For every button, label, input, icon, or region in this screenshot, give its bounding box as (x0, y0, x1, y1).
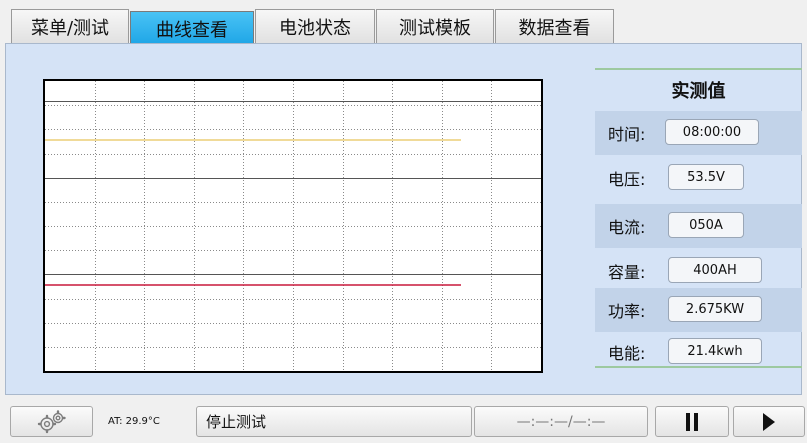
current-label: 电流: (608, 218, 646, 237)
readout-row-capacity: 容量: 400AH (595, 249, 802, 293)
play-button[interactable] (733, 406, 805, 437)
status-message: 停止测试 (206, 413, 267, 431)
tab-test-template[interactable]: 测试模板 (376, 9, 494, 44)
readout-row-power: 功率: 2.675KW (595, 288, 802, 332)
readout-row-time: 时间: 08:00:00 (595, 111, 802, 155)
pause-button[interactable] (655, 406, 729, 437)
timer-text: —:—:—/—:— (516, 413, 606, 430)
settings-button[interactable] (10, 406, 93, 437)
tab-label: 数据查看 (518, 18, 591, 39)
test-timer: —:—:—/—:— (474, 406, 648, 437)
current-value: 050A (668, 212, 744, 238)
tab-menu-test[interactable]: 菜单/测试 (11, 9, 129, 44)
curve-chart (43, 79, 543, 373)
voltage-value: 53.5V (668, 164, 744, 190)
measured-values-title: 实测值 (595, 68, 802, 109)
power-value: 2.675KW (668, 296, 762, 322)
capacity-value: 400AH (668, 257, 762, 283)
tab-label: 测试模板 (399, 18, 471, 39)
status-message-box: 停止测试 (196, 406, 472, 437)
readout-row-current: 电流: 050A (595, 204, 802, 248)
time-label: 时间: (608, 125, 646, 144)
tab-label: 菜单/测试 (30, 18, 110, 39)
pause-icon (686, 412, 698, 431)
tab-bar: 菜单/测试 曲线查看 电池状态 测试模板 数据查看 (0, 0, 807, 45)
readout-row-voltage: 电压: 53.5V (595, 156, 802, 200)
ambient-temperature: AT: 29.9°C (108, 416, 160, 427)
capacity-label: 容量: (608, 263, 646, 282)
status-bar: AT: 29.9°C 停止测试 —:—:—/—:— (0, 400, 807, 443)
energy-value: 21.4kwh (668, 338, 762, 364)
tab-battery-status[interactable]: 电池状态 (255, 9, 375, 44)
tab-data-view[interactable]: 数据查看 (495, 9, 614, 44)
tab-label: 电池状态 (279, 18, 351, 39)
tab-curve-view[interactable]: 曲线查看 (130, 11, 254, 45)
gears-icon (37, 409, 66, 433)
curve-chart-canvas (45, 81, 541, 371)
play-icon (763, 412, 775, 431)
energy-label: 电能: (608, 344, 646, 363)
power-label: 功率: (608, 302, 646, 321)
time-value: 08:00:00 (665, 119, 759, 145)
main-panel: 实测值 时间: 08:00:00 电压: 53.5V 电流: 050A 容量: … (5, 43, 802, 395)
readout-row-energy: 电能: 21.4kwh (595, 330, 802, 374)
measured-values-panel: 实测值 时间: 08:00:00 电压: 53.5V 电流: 050A 容量: … (595, 68, 802, 369)
tab-label: 曲线查看 (156, 19, 228, 41)
readout-divider (595, 366, 802, 368)
voltage-label: 电压: (608, 170, 646, 189)
